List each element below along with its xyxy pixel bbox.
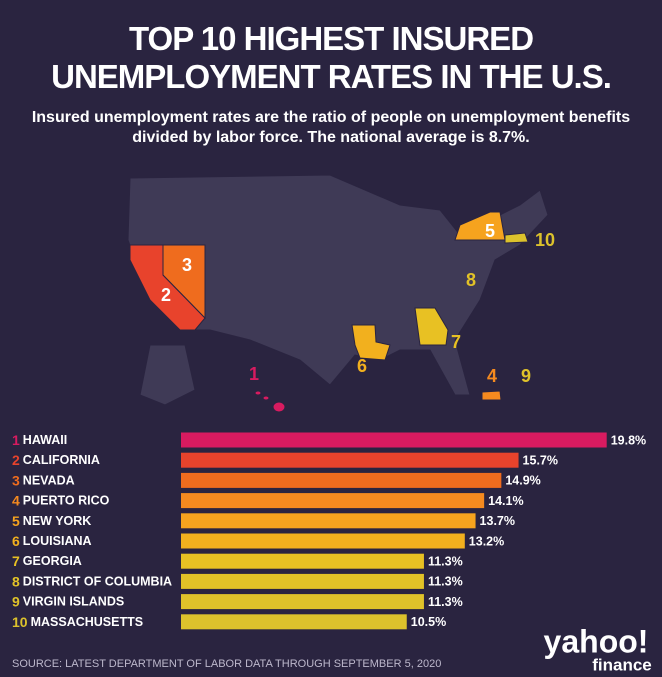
category-label: 3 NEVADA	[12, 472, 75, 488]
bar	[181, 513, 476, 529]
bar	[181, 573, 424, 589]
category-label: 5 NEW YORK	[12, 513, 91, 529]
rank-label: 8	[12, 573, 20, 589]
category-label: 8 DISTRICT OF COLUMBIA	[12, 573, 172, 589]
hawaii	[254, 390, 262, 396]
category-name: NEVADA	[23, 474, 75, 488]
bar	[181, 452, 519, 468]
louisiana	[351, 324, 391, 361]
bar	[181, 614, 407, 630]
massachusetts	[504, 232, 529, 244]
category-label: 4 PUERTO RICO	[12, 492, 110, 508]
rank-label: 2	[12, 452, 20, 468]
map-label: 3	[182, 255, 192, 275]
value-label: 13.2%	[469, 534, 504, 548]
puerto-rico	[481, 390, 502, 401]
rank-label: 6	[12, 533, 20, 549]
category-label: 7 GEORGIA	[12, 553, 82, 569]
rank-label: 3	[12, 472, 20, 488]
category-label: 1 HAWAII	[12, 432, 67, 448]
category-name: DISTRICT OF COLUMBIA	[23, 575, 172, 589]
logo: yahoo!	[544, 623, 649, 659]
chart-title: TOP 10 HIGHEST INSURED UNEMPLOYMENT RATE…	[51, 20, 612, 95]
category-label: 6 LOUISIANA	[12, 533, 92, 549]
value-label: 14.9%	[505, 474, 540, 488]
map-label: 9	[521, 366, 531, 386]
rank-label: 10	[12, 614, 28, 630]
category-name: HAWAII	[23, 433, 67, 447]
rank-label: 7	[12, 553, 20, 569]
value-label: 15.7%	[523, 453, 558, 467]
alaska	[139, 344, 196, 406]
bar	[181, 493, 485, 509]
map-label: 7	[451, 332, 461, 352]
bar	[181, 553, 424, 569]
category-name: MASSACHUSETTS	[31, 615, 144, 629]
nevada	[162, 244, 206, 320]
category-name: PUERTO RICO	[23, 494, 110, 508]
map-label: 2	[161, 285, 171, 305]
category-name: CALIFORNIA	[23, 453, 100, 467]
map-label: 6	[357, 356, 367, 376]
category-label: 10 MASSACHUSETTS	[12, 614, 143, 630]
value-label: 13.7%	[480, 514, 515, 528]
map-label: 5	[485, 221, 495, 241]
bar	[181, 533, 465, 549]
value-label: 10.5%	[411, 615, 446, 629]
map-label: 8	[466, 270, 476, 290]
category-name: NEW YORK	[23, 514, 92, 528]
chart-subtitle: Insured unemployment rates are the ratio…	[31, 109, 631, 146]
rank-label: 5	[12, 513, 20, 529]
category-label: 9 VIRGIN ISLANDS	[12, 593, 124, 609]
hawaii	[262, 395, 270, 401]
value-label: 11.3%	[428, 554, 463, 568]
value-label: 19.8%	[611, 433, 646, 447]
map-label: 10	[535, 230, 555, 250]
source: SOURCE: LATEST DEPARTMENT OF LABOR DATA …	[12, 658, 441, 670]
rank-label: 1	[12, 432, 20, 448]
category-name: LOUISIANA	[23, 534, 92, 548]
value-label: 11.3%	[428, 595, 463, 609]
value-label: 14.1%	[488, 494, 523, 508]
bar	[181, 432, 607, 448]
category-label: 2 CALIFORNIA	[12, 452, 100, 468]
value-label: 11.3%	[428, 575, 463, 589]
new-york	[454, 211, 506, 241]
rank-label: 4	[12, 492, 20, 508]
georgia	[414, 307, 449, 346]
bar	[181, 594, 424, 610]
bar	[181, 472, 502, 488]
map-label: 1	[249, 364, 259, 384]
map	[127, 174, 549, 413]
logo-sub: finance	[592, 655, 652, 674]
rank-label: 9	[12, 593, 20, 609]
category-name: VIRGIN ISLANDS	[23, 595, 124, 609]
category-name: GEORGIA	[23, 554, 82, 568]
hawaii	[272, 401, 286, 413]
map-label: 4	[487, 366, 497, 386]
